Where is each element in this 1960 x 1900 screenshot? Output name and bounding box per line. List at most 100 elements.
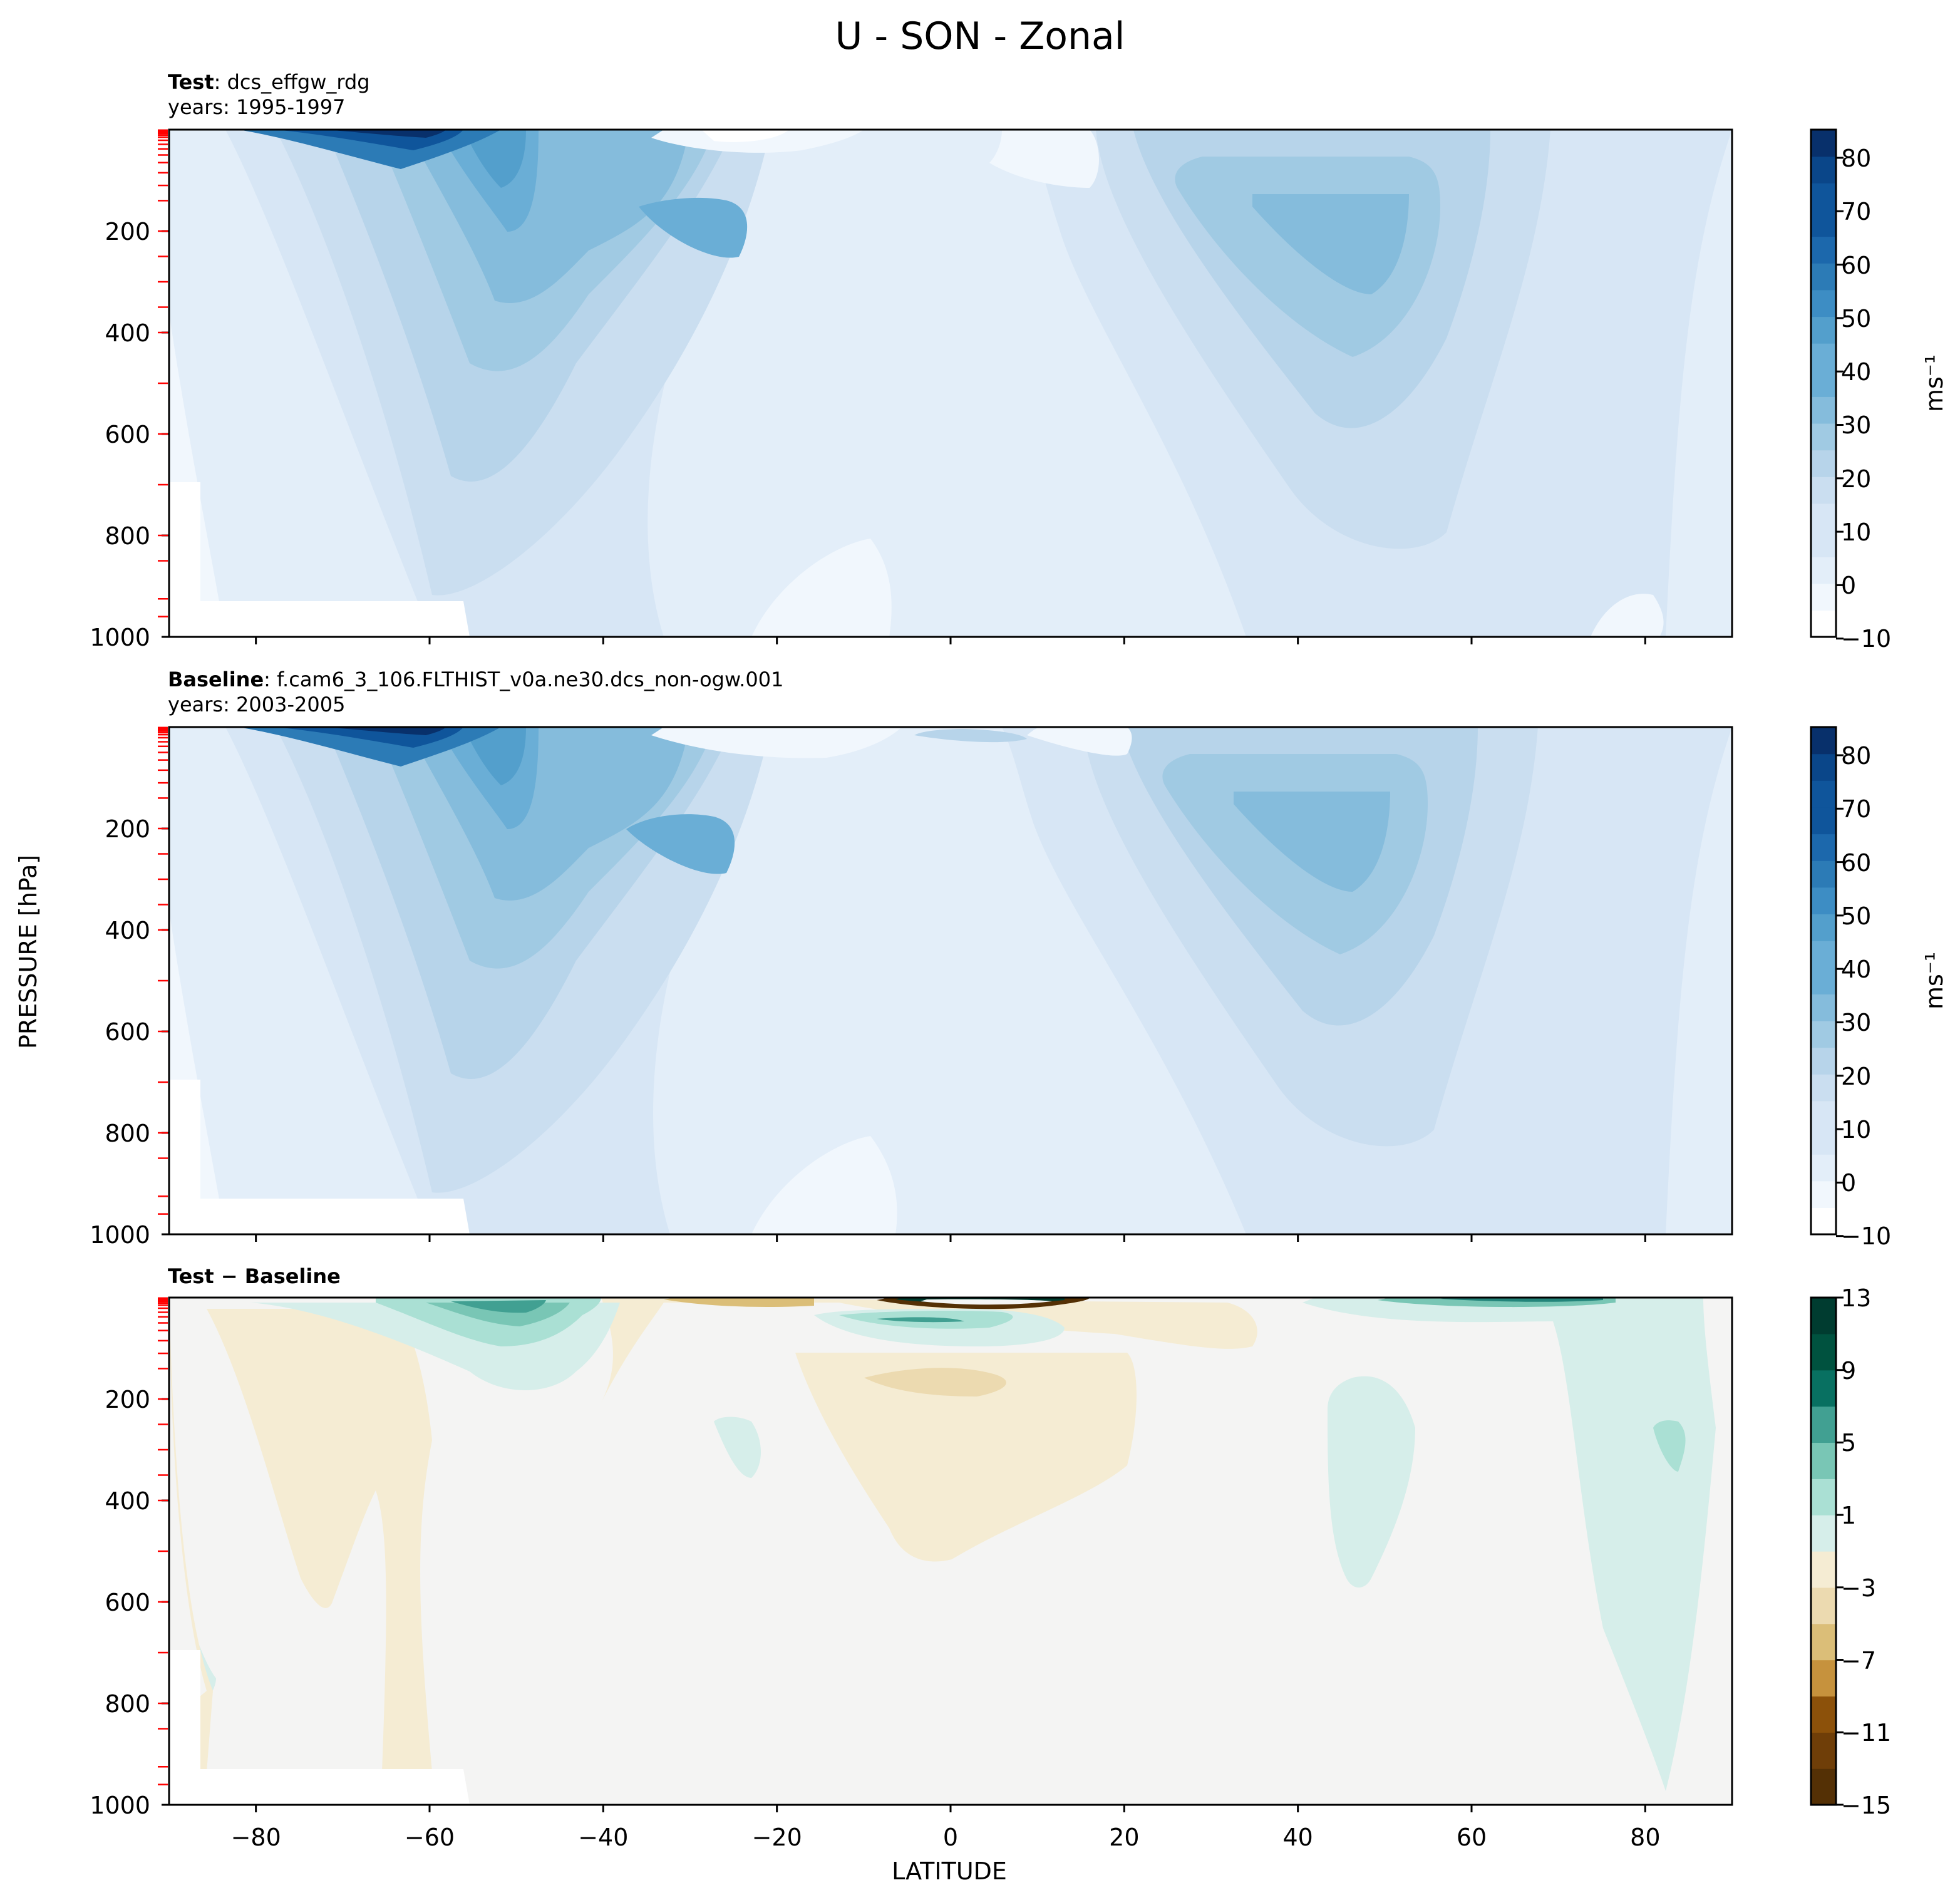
panel-test-years: years: 1995-1997 [168,95,345,119]
contour-band [326,130,446,138]
cb-tick: 13 [1841,1284,1871,1312]
colorbar-unit: ms⁻¹ [1921,354,1948,412]
colorbar-frame [1810,1296,1837,1806]
level-tick-marks [158,129,168,1785]
cb-tick: 0 [1841,572,1856,599]
x-tick-label: −80 [231,1824,281,1851]
cb-tick: 70 [1841,198,1871,225]
cb-tick: 20 [1841,465,1871,493]
panel-baseline-label: Baseline: f.cam6_3_106.FLTHIST_v0a.ne30.… [168,668,783,691]
x-tick-label: 0 [943,1824,958,1851]
contour-band [914,729,1027,743]
colorbar-swatch [1811,583,1836,611]
panel-baseline-field [169,727,1732,1234]
y-tick-label: 800 [105,1120,150,1147]
colorbar-swatch [1811,369,1836,397]
contour-band [1252,194,1409,294]
panel-test: Test: dcs_effgw_rdg years: 1995-1997 [90,70,1733,651]
cb-tick: −11 [1841,1719,1891,1747]
colorbar-swatch [1811,316,1836,344]
colorbar-swatch [1811,343,1836,371]
contour-band [701,130,789,142]
cb-tick: −15 [1841,1792,1891,1819]
contour-band [1027,727,1132,756]
x-tick-label: 20 [1109,1824,1139,1851]
colorbar-swatch [1811,941,1836,968]
y-tick-label: 800 [105,1690,150,1718]
colorbar-swatch [1811,1406,1836,1443]
colorbar-swatch [1811,967,1836,994]
y-tick-label: 400 [105,319,150,347]
contour-band [326,727,446,735]
cb-tick: 20 [1841,1063,1871,1090]
colorbar-swatch [1811,1180,1836,1208]
cb-tick: 0 [1841,1169,1856,1197]
x-tick-label: 80 [1630,1824,1660,1851]
panel-diff: Test − Baseline [90,1264,1733,1819]
colorbar-ticks [1836,754,1844,1237]
contour-band [169,482,470,637]
colorbar-swatch [1811,994,1836,1021]
y-tick-label: 600 [105,421,150,448]
panel-baseline: Baseline: f.cam6_3_106.FLTHIST_v0a.ne30.… [90,668,1733,1249]
contour-band [989,130,1099,188]
contour-band [1302,1298,1716,1791]
colorbar-swatch [1811,1732,1836,1769]
contour-band [651,130,864,153]
y-axis-label: PRESSURE [hPa] [14,855,42,1049]
y-tick-label: 600 [105,1589,150,1616]
cb-tick: 1 [1841,1502,1856,1529]
y-tick-label: 400 [105,1487,150,1515]
contour-band [664,1298,814,1307]
contour-band [169,1650,470,1805]
cb-tick: 70 [1841,795,1871,823]
panel-test-label-bold: Test [168,70,214,94]
contour-band [639,197,748,258]
colorbar-swatch [1811,780,1836,808]
panel-diff-y-axis: 200 400 600 800 1000 [90,1386,150,1819]
cb-tick: 50 [1841,902,1871,930]
cb-tick: −10 [1841,1222,1891,1250]
cb-tick: 30 [1841,1009,1871,1036]
colorbar-swatch [1811,1074,1836,1102]
x-tick-label: 40 [1282,1824,1313,1851]
contour-band [1591,594,1664,637]
panel-test-label: Test: dcs_effgw_rdg [168,70,370,94]
x-tick-labels: −80 −60 −40 −20 0 20 40 60 80 [231,1824,1661,1851]
colorbar-swatch [1811,156,1836,183]
cb-tick: −7 [1841,1647,1876,1675]
colorbar-swatch [1811,1660,1836,1697]
y-tick-label: 800 [105,522,150,550]
panel-diff-label: Test − Baseline [168,1264,341,1288]
colorbar-swatches [1811,1298,1836,1805]
colorbar-swatch [1811,610,1836,638]
contour-band [751,1136,897,1234]
colorbar-swatch [1811,557,1836,584]
colorbar-swatch [1811,503,1836,531]
cb-tick: 80 [1841,742,1871,770]
colorbar-unit: ms⁻¹ [1921,952,1948,1009]
colorbar-swatch [1811,1298,1836,1335]
colorbar-swatch [1811,753,1836,781]
colorbar-swatch [1811,1551,1836,1588]
contour-band [1234,792,1390,892]
cb-tick: −3 [1841,1574,1876,1602]
colorbar-swatch [1811,289,1836,318]
cb-tick: 30 [1841,411,1871,439]
contour-band [626,814,735,874]
y-tick-label: 600 [105,1018,150,1046]
y-tick-label: 1000 [90,1792,150,1819]
colorbar-swatch [1811,423,1836,451]
colorbar-swatch [1811,530,1836,557]
colorbar-ticks [1836,157,1844,640]
colorbar-swatch [1811,1515,1836,1552]
colorbar-swatch [1811,263,1836,291]
figure-title: U - SON - Zonal [835,14,1125,58]
y-tick-label: 400 [105,917,150,944]
cb-tick: 60 [1841,849,1871,877]
x-tick-marks [255,637,1646,1812]
contour-band [1328,1376,1415,1588]
contour-band [921,1299,1052,1305]
colorbar-swatch [1811,807,1836,835]
